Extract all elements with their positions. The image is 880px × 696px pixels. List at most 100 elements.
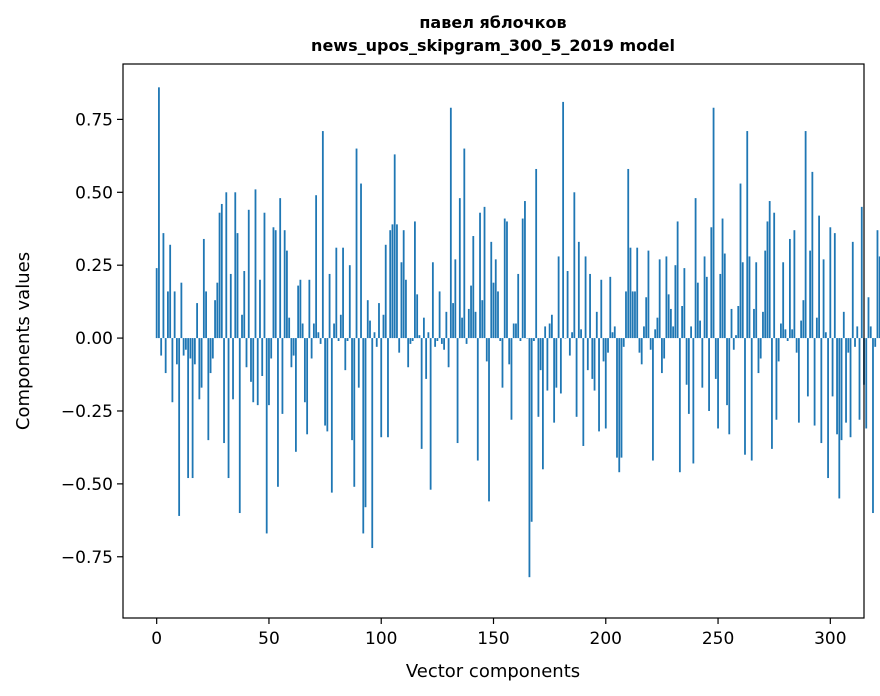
bar [804, 131, 807, 339]
bar-series [155, 87, 880, 578]
bar [634, 291, 636, 339]
bar [324, 338, 326, 426]
bar [714, 338, 717, 379]
bar [696, 282, 699, 339]
bar [458, 198, 461, 339]
x-tick-label: 150 [477, 629, 509, 649]
bar [627, 168, 630, 339]
bar [342, 247, 344, 339]
bar [652, 338, 654, 461]
bar [362, 338, 365, 534]
bar [355, 148, 358, 339]
bar [454, 259, 457, 339]
bar [780, 323, 782, 339]
bar [411, 338, 414, 341]
bar [676, 221, 679, 339]
bar [315, 195, 318, 339]
bar [737, 306, 740, 339]
bar [833, 233, 836, 339]
bar [791, 329, 794, 339]
bar [494, 259, 497, 339]
bar [499, 338, 502, 341]
bar [748, 256, 751, 339]
bar [382, 314, 385, 339]
bar [860, 206, 863, 339]
bar [472, 236, 475, 339]
bar [279, 198, 282, 339]
bar [503, 218, 506, 339]
bar [593, 338, 596, 391]
bar [854, 338, 856, 347]
bar [865, 338, 868, 429]
bar [530, 338, 533, 522]
bar [667, 294, 670, 339]
bar [373, 332, 376, 339]
bar [782, 262, 785, 339]
bar [418, 335, 421, 339]
bar [414, 221, 416, 339]
bar [820, 338, 823, 444]
bar [656, 317, 659, 339]
bar [220, 203, 223, 339]
bar [577, 241, 580, 339]
x-tick-label: 300 [814, 629, 846, 649]
bar [310, 338, 313, 359]
bar [357, 338, 360, 388]
bar [467, 308, 470, 339]
bar [178, 338, 181, 516]
bar [259, 279, 261, 339]
bar [544, 326, 547, 339]
bar [281, 338, 284, 414]
bar [211, 338, 214, 359]
bar [546, 338, 549, 391]
bar [730, 308, 733, 339]
bar [162, 233, 165, 339]
bar [346, 338, 349, 341]
bar [690, 326, 692, 339]
bar [867, 297, 870, 339]
bar [553, 338, 556, 423]
bar [757, 338, 760, 374]
bar [876, 230, 879, 339]
bar [629, 247, 632, 339]
chart-title-line1: павел яблочков [419, 13, 566, 32]
bar [537, 338, 540, 417]
bar [622, 338, 625, 347]
bar [766, 221, 769, 339]
bar [678, 338, 681, 473]
bar [416, 294, 419, 339]
bar [708, 338, 710, 411]
bar [380, 338, 383, 438]
x-axis-title: Vector components [406, 661, 580, 682]
bar [306, 338, 309, 435]
bar [409, 338, 412, 344]
bar [638, 338, 641, 353]
bar [658, 259, 661, 339]
bar [167, 291, 169, 339]
bar [393, 154, 396, 339]
bar [609, 276, 612, 339]
bar [508, 338, 511, 365]
bar [229, 273, 232, 339]
bar [786, 338, 789, 341]
bar [611, 332, 614, 339]
y-tick-label: 0.00 [75, 329, 113, 349]
bar [654, 329, 657, 339]
bar [198, 338, 201, 400]
bar [607, 338, 609, 353]
bar [582, 338, 585, 446]
bar [270, 338, 273, 359]
bar [375, 338, 378, 347]
bar [175, 338, 178, 365]
x-axis: 0 50 100 150 200 250 300 [151, 618, 847, 649]
bar [811, 171, 814, 339]
bar [701, 338, 704, 388]
bar [236, 233, 239, 339]
bar [337, 338, 340, 341]
bar [205, 291, 207, 339]
bar [461, 317, 463, 339]
bar [490, 241, 493, 339]
bar [663, 338, 666, 359]
bar [245, 338, 248, 368]
